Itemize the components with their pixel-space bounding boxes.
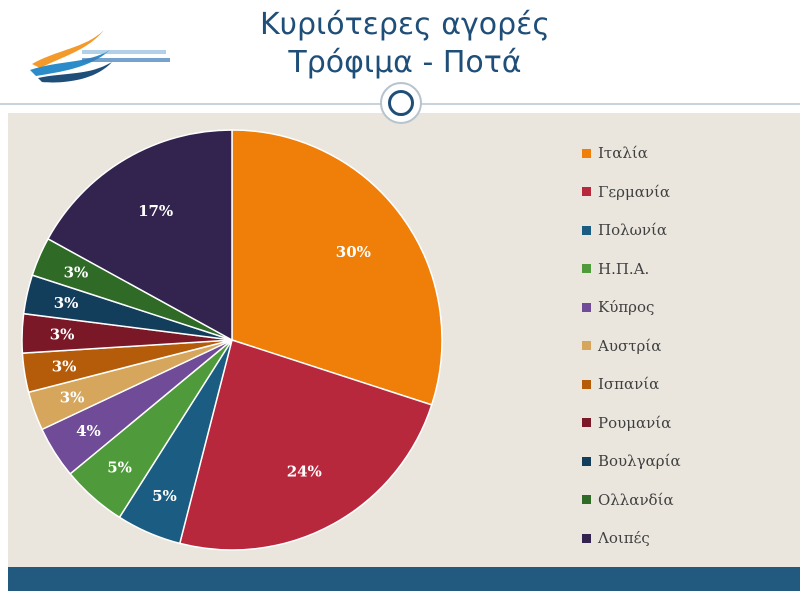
legend-swatch-7 [582, 418, 591, 428]
legend-item-10: Λοιπές [582, 519, 792, 558]
pie-data-label-6: 3% [52, 358, 77, 376]
pie-data-label-3: 5% [107, 459, 132, 477]
legend-swatch-8 [582, 456, 591, 466]
legend-item-2: Πολωνία [582, 211, 792, 250]
page-title: Κυριότερες αγορές Τρόφιμα - Ποτά [175, 6, 635, 82]
pie-data-label-1: 24% [287, 462, 322, 480]
legend-label-9: Ολλανδία [598, 490, 674, 509]
legend-label-7: Ρουμανία [598, 413, 672, 432]
legend-swatch-10 [582, 533, 591, 543]
pie-data-label-7: 3% [50, 326, 75, 344]
pie-data-label-4: 4% [76, 422, 101, 440]
legend-swatch-5 [582, 341, 591, 351]
title-line-1: Κυριότερες αγορές [259, 7, 550, 42]
legend-swatch-9 [582, 495, 591, 505]
logo [26, 20, 176, 90]
legend-item-9: Ολλανδία [582, 481, 792, 520]
legend-label-10: Λοιπές [598, 529, 650, 548]
legend-swatch-2 [582, 225, 591, 235]
legend-item-8: Βουλγαρία [582, 442, 792, 481]
legend-swatch-6 [582, 379, 591, 389]
pie-data-label-5: 3% [60, 389, 85, 407]
legend-item-1: Γερμανία [582, 173, 792, 212]
legend-label-5: Αυστρία [598, 336, 662, 355]
legend-item-4: Κύπρος [582, 288, 792, 327]
pie-data-label-9: 3% [64, 263, 89, 281]
legend-swatch-4 [582, 302, 591, 312]
legend-label-0: Ιταλία [598, 144, 648, 163]
legend-swatch-3 [582, 264, 591, 274]
legend-swatch-0 [582, 148, 591, 158]
legend-label-3: Η.Π.Α. [598, 259, 650, 278]
legend-label-1: Γερμανία [598, 182, 671, 201]
legend-label-4: Κύπρος [598, 298, 655, 317]
logo-graphic [30, 30, 170, 83]
pie-slice-10 [46, 129, 233, 342]
legend-label-2: Πολωνία [598, 221, 667, 240]
pie-data-label-8: 3% [54, 294, 79, 312]
legend-item-6: Ισπανία [582, 365, 792, 404]
legend-item-5: Αυστρία [582, 327, 792, 366]
pie-slice-0 [231, 129, 443, 406]
pie-data-label-2: 5% [152, 487, 177, 505]
legend-label-8: Βουλγαρία [598, 452, 681, 471]
pie-slice-1 [178, 339, 433, 551]
pie-data-label-0: 30% [336, 243, 371, 261]
legend: Ιταλία Γερμανία Πολωνία Η.Π.Α. Κύπρος Αυστρία… [582, 134, 792, 558]
title-line-2: Τρόφιμα - Ποτά [288, 45, 522, 80]
legend-item-0: Ιταλία [582, 134, 792, 173]
legend-item-7: Ρουμανία [582, 404, 792, 443]
pie-data-label-10: 17% [138, 202, 173, 220]
footer-bar [8, 567, 800, 591]
circle-ornament-inner [388, 90, 414, 116]
legend-label-6: Ισπανία [598, 375, 660, 394]
legend-item-3: Η.Π.Α. [582, 250, 792, 289]
legend-swatch-1 [582, 187, 591, 197]
circle-ornament-icon [380, 82, 422, 124]
